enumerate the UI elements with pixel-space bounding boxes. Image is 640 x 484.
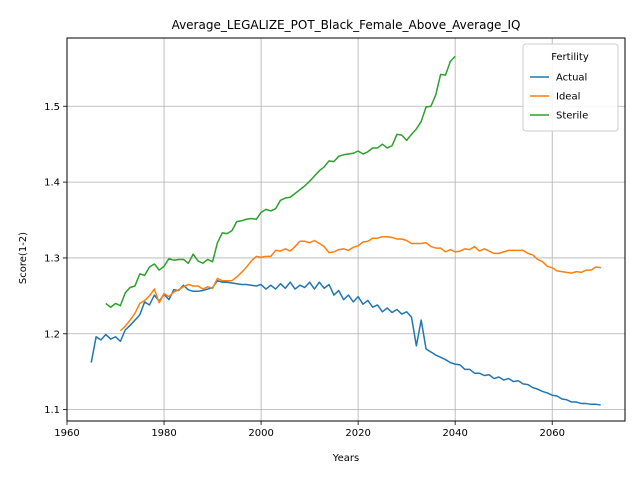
series-line-sterile [105,55,456,308]
x-axis-label: Years [332,453,359,464]
y-tick-label: 1.3 [44,253,60,264]
y-tick-label: 1.5 [44,102,60,113]
chart-title: Average_LEGALIZE_POT_Black_Female_Above_… [172,18,521,32]
axis-ticks: 1960 1980 2000 2020 2040 2060 1.1 1.2 1.3 1.4 1.5 [44,102,565,439]
x-tick-label: 2060 [539,428,564,439]
legend-label-sterile: Sterile [556,111,588,122]
y-axis-label: Score(1-2) [18,232,29,284]
legend-title: Fertility [551,52,589,63]
x-tick-label: 2040 [442,428,467,439]
plot-frame [66,37,626,422]
legend-label-actual: Actual [556,73,587,84]
x-tick-label: 1960 [54,428,79,439]
series-group [90,55,601,406]
y-tick-label: 1.4 [44,178,60,189]
legend-items: Actual Ideal Sterile [530,73,588,122]
legend: Fertility Actual Ideal Sterile [522,43,619,132]
y-tick-label: 1.2 [44,329,60,340]
x-tick-label: 1980 [151,428,176,439]
series-line-ideal [119,235,601,332]
legend-label-ideal: Ideal [556,92,580,103]
x-tick-label: 2020 [345,428,370,439]
x-tick-label: 2000 [248,428,273,439]
y-tick-label: 1.1 [44,405,60,416]
legend-box [522,43,619,132]
